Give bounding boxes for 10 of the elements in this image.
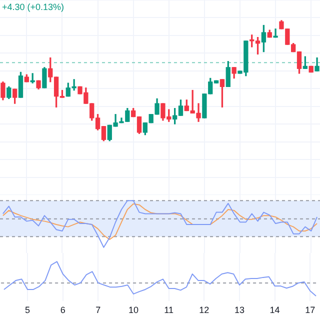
x-tick-label: 7	[96, 305, 101, 316]
x-tick-label: 17	[305, 305, 316, 316]
x-tick-label: 6	[60, 305, 66, 316]
x-tick-label: 13	[234, 305, 244, 316]
x-tick-label: 14	[270, 305, 280, 316]
x-tick-label: 10	[128, 305, 139, 316]
text: +4.30 (+0.13%)	[2, 2, 64, 12]
x-tick-label: 11	[164, 305, 174, 316]
x-tick-label: 5	[25, 305, 30, 316]
x-tick-label: 12	[199, 305, 210, 316]
